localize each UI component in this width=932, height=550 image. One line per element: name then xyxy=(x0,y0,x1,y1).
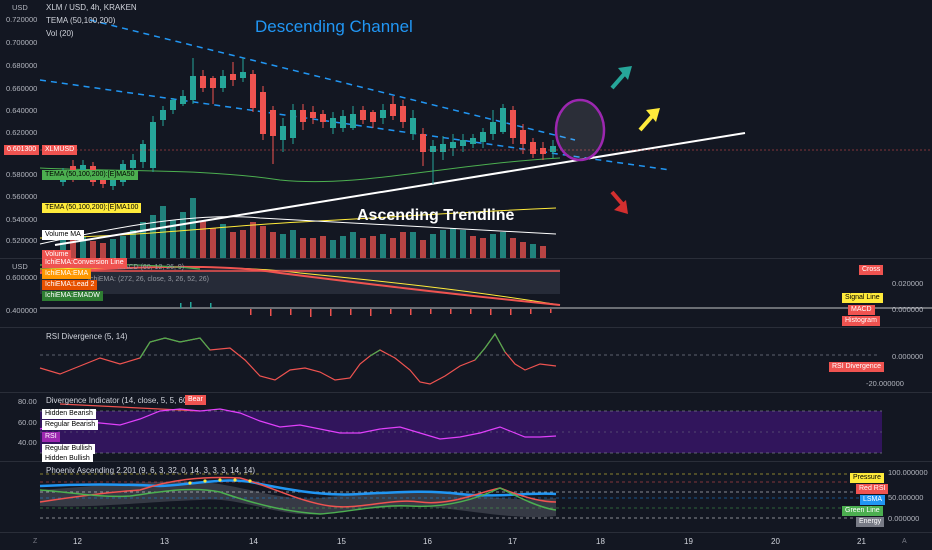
price-axis-4: 0.640000 xyxy=(6,106,38,115)
rsi-axis-1: -20.000000 xyxy=(866,379,904,388)
phoenix-title[interactable]: Phoenix Ascending 2.201 (9, 6, 3, 32, 0,… xyxy=(46,466,256,475)
time-17: 17 xyxy=(508,537,517,546)
divergence-indicator-title[interactable]: Divergence Indicator (14, close, 5, 5, 6… xyxy=(46,396,197,405)
divergence-svg xyxy=(39,403,882,454)
lsma-tag: LSMA xyxy=(860,495,886,505)
energy-tag: Energy xyxy=(856,517,885,527)
tema-ma50-tag: TEMA (50,100,200):[E]MA50 xyxy=(42,170,138,180)
tema-ma100-tag: TEMA (50,100,200):[E]MA100 xyxy=(42,203,142,213)
ichimoku-axis-left-1: 0.400000 xyxy=(6,306,38,315)
div-axis-1: 60.00 xyxy=(18,418,37,427)
hidden-bearish-tag: Hidden Bearish xyxy=(42,409,96,419)
ascending-trendline-label: Ascending Trendline xyxy=(357,207,515,224)
regular-bearish-tag: Regular Bearish xyxy=(42,420,99,430)
price-axis-7: 0.580000 xyxy=(6,170,38,179)
green-line-tag: Green Line xyxy=(842,506,883,516)
red-rsi-tag: Red RSI xyxy=(856,484,889,494)
time-axis[interactable]: Z 12 13 14 15 16 17 18 19 20 21 A xyxy=(0,533,932,550)
cross-tag: Cross xyxy=(859,265,884,275)
div-axis-2: 40.00 xyxy=(18,438,37,447)
time-21: 21 xyxy=(857,537,866,546)
macd-axis-0: 0.020000 xyxy=(892,279,924,288)
regular-bullish-tag: Regular Bullish xyxy=(42,444,96,454)
ichiema-emadw-tag: IchiEMA:EMADW xyxy=(42,291,103,301)
price-axis-10: 0.520000 xyxy=(6,236,38,245)
ichiema-header: IchiEMA: (272, 26, close, 3, 26, 52, 26) xyxy=(88,276,210,283)
price-axis-8: 0.560000 xyxy=(6,192,38,201)
bottom-right-a[interactable]: A xyxy=(902,538,907,545)
bottom-left-z[interactable]: Z xyxy=(33,538,38,545)
ichimoku-axis-left-0: 0.600000 xyxy=(6,273,38,282)
price-axis-2: 0.680000 xyxy=(6,61,38,70)
ichimoku-macd-pane[interactable]: USD 0.600000 0.400000 MACD (60, 12, 26, … xyxy=(0,258,932,328)
price-axis-3: 0.660000 xyxy=(6,84,38,93)
currency-label: USD xyxy=(12,3,28,12)
price-axis-0: 0.720000 xyxy=(6,15,38,24)
macd-tag: MACD xyxy=(848,305,875,315)
signal-line-tag: Signal Line xyxy=(842,293,883,303)
hidden-bullish-tag: Hidden Bullish xyxy=(42,454,93,462)
phoenix-svg xyxy=(39,473,880,519)
rsi-divergence-pane[interactable]: RSI Divergence (5, 14) 0.000000 RSI Dive… xyxy=(0,328,932,393)
symbol-title[interactable]: XLM / USD, 4h, KRAKEN xyxy=(46,3,137,12)
time-14: 14 xyxy=(249,537,258,546)
volume-tag: Volume xyxy=(42,250,72,258)
yellow-arrow-icon xyxy=(638,108,660,132)
teal-arrow-icon xyxy=(610,66,632,90)
purple-circle-annotation xyxy=(554,98,606,162)
macd-axis-1: 0.000000 xyxy=(892,305,924,314)
phoenix-pane[interactable]: Phoenix Ascending 2.201 (9, 6, 3, 32, 0,… xyxy=(0,462,932,533)
tema-legend[interactable]: TEMA (50,100,200) xyxy=(46,16,116,25)
xlmusd-tag: XLMUSD xyxy=(42,145,78,155)
price-axis-5: 0.620000 xyxy=(6,128,38,137)
ema200-line xyxy=(39,216,557,245)
volume-ma-tag: Volume MA xyxy=(42,230,84,240)
phoenix-axis-1: 50.000000 xyxy=(888,493,924,502)
price-axis-1: 0.700000 xyxy=(6,38,38,47)
price-axis-9: 0.540000 xyxy=(6,215,38,224)
ichiema-lead2-tag: IchiEMA:Lead 2 xyxy=(42,280,98,290)
rsi-divergence-tag: RSI Divergence xyxy=(829,362,885,372)
price-pane[interactable]: USD XLM / USD, 4h, KRAKEN TEMA (50,100,2… xyxy=(0,0,932,259)
ichimoku-currency: USD xyxy=(12,262,28,271)
time-12: 12 xyxy=(73,537,82,546)
rsi-divergence-svg xyxy=(39,332,880,385)
descending-channel-title: Descending Channel xyxy=(255,17,413,36)
current-price-tag: 0.601300 xyxy=(4,145,40,155)
macd-header: MACD (60, 12, 26, 9) xyxy=(118,264,185,271)
ichiema-ema-tag: IchiEMA:EMA xyxy=(42,269,92,279)
phoenix-axis-0: 100.000000 xyxy=(888,468,928,477)
volume-bars xyxy=(60,198,546,258)
vol-legend[interactable]: Vol (20) xyxy=(46,29,74,38)
phoenix-axis-2: 0.000000 xyxy=(888,514,920,523)
ascending-trendline xyxy=(54,132,746,246)
time-16: 16 xyxy=(423,537,432,546)
time-19: 19 xyxy=(684,537,693,546)
time-15: 15 xyxy=(337,537,346,546)
rsi-divergence-title[interactable]: RSI Divergence (5, 14) xyxy=(46,332,128,341)
red-arrow-icon xyxy=(610,190,628,214)
bear-tag: Bear xyxy=(185,395,206,405)
ichiema-conversion-tag: IchiEMA:Conversion Line xyxy=(42,258,127,268)
time-20: 20 xyxy=(771,537,780,546)
rsi-axis-0: 0.000000 xyxy=(892,352,924,361)
pressure-tag: Pressure xyxy=(850,473,885,483)
ema100-line xyxy=(39,207,557,239)
time-13: 13 xyxy=(160,537,169,546)
histogram-tag: Histogram xyxy=(842,316,880,326)
rsi-tag: RSI xyxy=(42,432,60,442)
div-axis-0: 80.00 xyxy=(18,397,37,406)
divergence-indicator-pane[interactable]: 80.00 60.00 40.00 Divergence Indicator (… xyxy=(0,393,932,462)
time-18: 18 xyxy=(596,537,605,546)
